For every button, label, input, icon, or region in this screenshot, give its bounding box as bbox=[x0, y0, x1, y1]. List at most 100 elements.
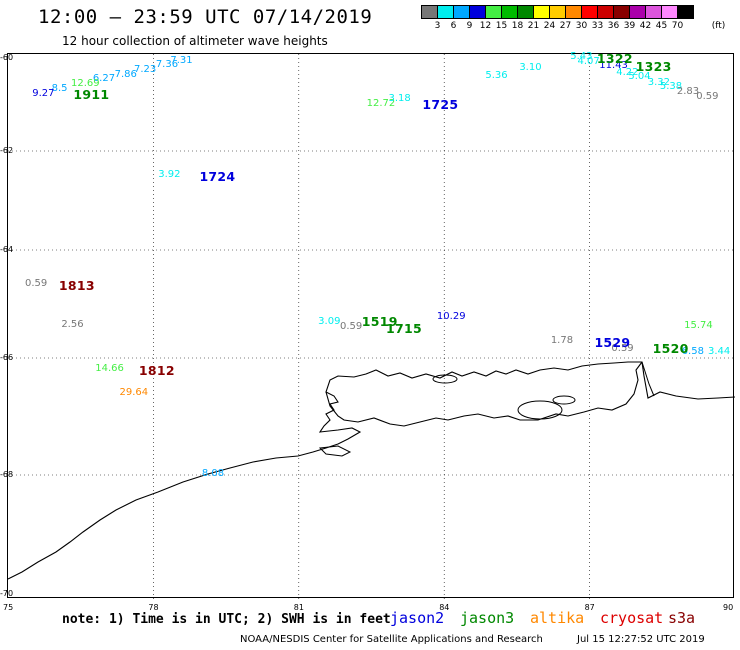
ice-shelf-edge bbox=[325, 361, 643, 427]
island-3 bbox=[552, 395, 576, 405]
footer-timestamp: Jul 15 12:27:52 UTC 2019 bbox=[577, 634, 705, 645]
wave-height-label: 5.38 bbox=[659, 81, 683, 93]
wave-height-label: 8.08 bbox=[201, 468, 225, 479]
wave-height-label: 15.74 bbox=[684, 320, 713, 332]
wave-height-label: 5.04 bbox=[628, 70, 651, 82]
wave-height-label: 6.27 bbox=[92, 73, 116, 85]
wave-height-label: 10.29 bbox=[436, 310, 466, 322]
wave-height-label: 0.59 bbox=[696, 90, 719, 102]
wave-height-label: 12.72 bbox=[366, 97, 396, 109]
map-title: 12:00 — 23:59 UTC 07/14/2019 bbox=[38, 6, 373, 28]
island-2 bbox=[517, 400, 563, 420]
wave-height-label: 14.66 bbox=[95, 362, 124, 374]
wave-height-label: 7.86 bbox=[114, 68, 137, 80]
scale-label: 42 bbox=[639, 21, 652, 31]
wave-height-label: 2.83 bbox=[676, 85, 700, 97]
scale-label: 33 bbox=[591, 21, 604, 31]
scale-swatch bbox=[437, 5, 454, 19]
wave-height-label: 7.36 bbox=[155, 59, 179, 71]
wave-height-label: 3.44 bbox=[708, 345, 731, 357]
footer-credit: NOAA/NESDIS Center for Satellite Applica… bbox=[240, 634, 543, 645]
scale-swatch bbox=[453, 5, 470, 19]
wave-height-label: 3.32 bbox=[647, 76, 671, 88]
wave-height-label: 0.59 bbox=[339, 321, 363, 333]
longitude-tick-label: 87 bbox=[584, 603, 595, 612]
scale-swatch bbox=[581, 5, 598, 19]
wave-height-label: 4.07 bbox=[577, 55, 600, 67]
map-canvas bbox=[8, 54, 735, 599]
pass-time-label: 1519 bbox=[361, 314, 398, 330]
scale-swatch bbox=[517, 5, 534, 19]
latitude-tick-label: -64 bbox=[0, 245, 14, 254]
wave-height-label: 12.69 bbox=[71, 77, 100, 89]
scale-unit-label: (ft) bbox=[711, 21, 726, 31]
scale-swatch bbox=[485, 5, 502, 19]
scale-label: 36 bbox=[607, 21, 620, 31]
peninsula-line bbox=[641, 361, 655, 397]
wave-height-label: 3.10 bbox=[519, 61, 542, 73]
scale-swatch bbox=[661, 5, 678, 19]
scale-label: 6 bbox=[450, 21, 457, 31]
wave-height-label: 0.59 bbox=[611, 342, 634, 354]
longitude-tick-label: 90 bbox=[723, 603, 734, 612]
wave-height-label: 3.18 bbox=[388, 92, 411, 104]
pass-time-label: 1725 bbox=[422, 96, 459, 112]
wave-height-label: 4.22 bbox=[616, 67, 639, 79]
wave-height-label: 7.31 bbox=[170, 54, 193, 66]
scale-swatch bbox=[645, 5, 662, 19]
wave-height-label: 0.59 bbox=[24, 278, 48, 290]
scale-swatch bbox=[677, 5, 694, 19]
pass-time-label: 1724 bbox=[199, 168, 236, 184]
scale-swatch bbox=[421, 5, 438, 19]
map-plot-area: -60 -62 -64 -66 -68 -70 75 78 81 84 87 90 7.31 7.36 7… bbox=[0, 51, 735, 612]
map-subtitle: 12 hour collection of altimeter wave hei… bbox=[62, 34, 328, 48]
wave-height-label: 1.78 bbox=[550, 334, 574, 346]
scale-label: 21 bbox=[527, 21, 540, 31]
satellite-legend-item: altika bbox=[530, 609, 585, 627]
wave-height-label: 9.27 bbox=[32, 88, 55, 100]
pass-time-label: 1911 bbox=[73, 87, 110, 103]
scale-label: 27 bbox=[559, 21, 572, 31]
pass-time-label: 1529 bbox=[594, 334, 631, 350]
scale-swatch bbox=[629, 5, 646, 19]
scale-swatch bbox=[597, 5, 614, 19]
scale-label: 39 bbox=[623, 21, 636, 31]
pass-time-label: 1715 bbox=[386, 321, 423, 337]
scale-label: 15 bbox=[495, 21, 508, 31]
color-scale-legend: (ft) 3 6 9 12 15 18 21 24 27 30 33 36 39 42 45 70 bbox=[421, 5, 725, 35]
longitude-tick-label: 78 bbox=[148, 603, 159, 612]
scale-label: 30 bbox=[575, 21, 588, 31]
scale-label: 45 bbox=[655, 21, 668, 31]
longitude-tick-label: 75 bbox=[3, 603, 14, 612]
scale-label: 70 bbox=[671, 21, 684, 31]
scale-swatch bbox=[613, 5, 630, 19]
longitude-tick-label: 81 bbox=[293, 603, 304, 612]
scale-swatch bbox=[501, 5, 518, 19]
wave-height-label: 8.5 bbox=[51, 82, 68, 94]
pass-time-label: 1322 bbox=[596, 51, 633, 66]
scale-label: 9 bbox=[466, 21, 473, 31]
longitude-tick-label: 84 bbox=[439, 603, 450, 612]
satellite-legend-item: s3a bbox=[668, 609, 696, 627]
scale-swatch bbox=[549, 5, 566, 19]
satellite-legend-item: jason2 bbox=[390, 609, 445, 627]
wave-height-label: 5.43 bbox=[570, 51, 593, 62]
wave-height-label: 5.36 bbox=[485, 69, 508, 81]
wave-height-label: 29.64 bbox=[119, 387, 149, 399]
wave-height-label: 2.56 bbox=[61, 318, 84, 330]
island-1 bbox=[432, 374, 458, 384]
wave-height-label: 6.58 bbox=[681, 345, 704, 357]
scale-label: 18 bbox=[511, 21, 524, 31]
scale-label: 24 bbox=[543, 21, 556, 31]
scale-swatch bbox=[565, 5, 582, 19]
latitude-tick-label: -66 bbox=[0, 353, 14, 362]
coastline bbox=[8, 361, 735, 580]
satellite-legend-item: cryosat bbox=[600, 609, 664, 627]
satellite-legend-item: jason3 bbox=[460, 609, 515, 627]
pass-time-label: 1520 bbox=[652, 341, 689, 357]
pass-time-label: 1323 bbox=[635, 58, 672, 74]
island-4 bbox=[318, 445, 352, 457]
latitude-tick-label: -62 bbox=[0, 146, 14, 155]
scale-label: 3 bbox=[434, 21, 441, 31]
pass-time-label: 1813 bbox=[58, 278, 95, 294]
